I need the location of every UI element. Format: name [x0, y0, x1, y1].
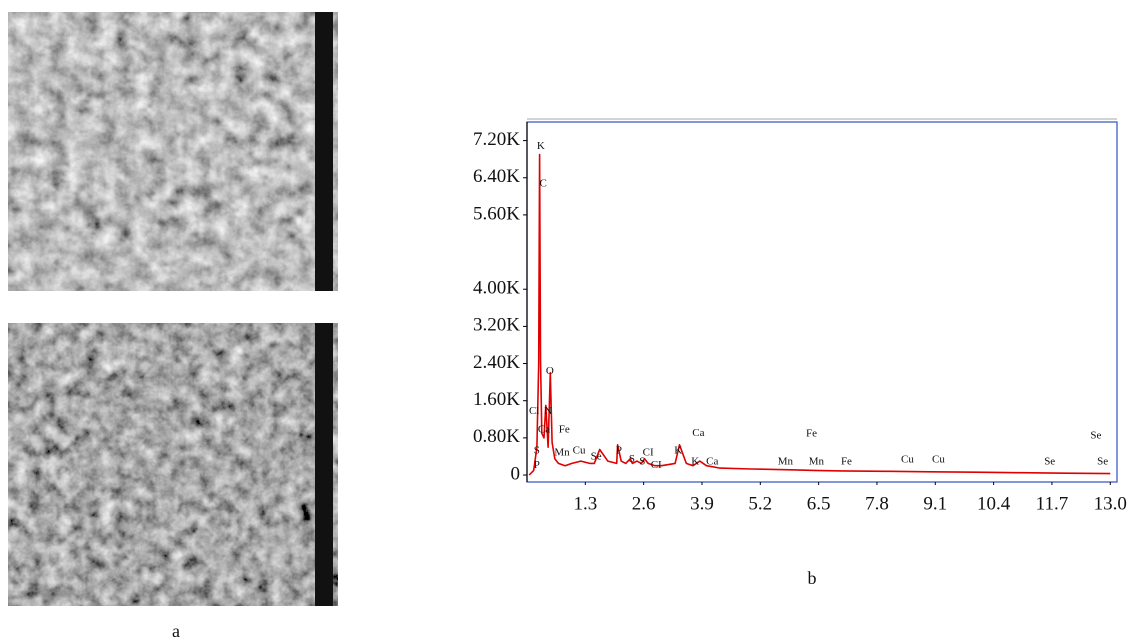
y-tick-label: 6.40K — [473, 166, 520, 187]
x-tick-label: 3.9 — [690, 493, 714, 514]
y-tick-label: 4.00K — [473, 278, 520, 299]
peak-label: Cu — [932, 454, 945, 466]
peak-label: Ca — [692, 427, 704, 439]
peak-label: Mn — [809, 456, 825, 468]
x-tick-label: 9.1 — [923, 493, 947, 514]
peak-label: K — [537, 140, 545, 152]
peak-label: K — [674, 444, 682, 456]
peak-label: Fe — [806, 428, 817, 440]
peak-label: N — [544, 405, 552, 417]
peak-label: Ca — [706, 456, 718, 468]
y-tick-label: 2.40K — [473, 352, 520, 373]
peak-label: CI — [651, 459, 662, 471]
y-tick-label: 1.60K — [473, 389, 520, 410]
peak-label: Se — [1090, 430, 1101, 442]
caption-b: b — [808, 568, 817, 588]
x-tick-label: 13.0 — [1094, 493, 1127, 514]
peak-label: Cl — [529, 405, 539, 417]
peak-label: CI — [643, 447, 654, 459]
peak-label: Mn — [554, 447, 570, 459]
peak-label: P — [616, 444, 622, 456]
peak-label: Se — [1044, 456, 1055, 468]
plot-frame — [526, 121, 1118, 483]
sem-image-top — [8, 12, 338, 291]
x-tick-label: 10.4 — [977, 493, 1011, 514]
peak-label: O — [546, 365, 554, 377]
peak-label: P — [534, 459, 540, 471]
y-tick-label: 0 — [511, 463, 521, 484]
peak-label: Fe — [841, 456, 852, 468]
peak-label: Se — [591, 450, 602, 462]
peak-label: C — [539, 177, 546, 189]
spectrum-line — [528, 153, 1111, 476]
peak-label: Fe — [559, 424, 570, 436]
x-tick-label: 5.2 — [748, 493, 772, 514]
x-tick-label: 6.5 — [807, 493, 831, 514]
peak-label: Cu — [901, 454, 914, 466]
peak-label: Mn — [778, 456, 794, 468]
peak-label: Se — [1097, 456, 1108, 468]
peak-label: Ca — [538, 424, 550, 436]
y-tick-label: 5.60K — [473, 203, 520, 224]
x-tick-label: 11.7 — [1036, 493, 1069, 514]
peak-label: K — [691, 456, 699, 468]
peak-label: S — [639, 456, 645, 468]
x-tick-label: 2.6 — [632, 493, 656, 514]
peak-label: Cu — [573, 444, 586, 456]
y-tick-label: 3.20K — [473, 315, 520, 336]
x-tick-label: 7.8 — [865, 493, 889, 514]
peak-label: S — [629, 453, 635, 465]
caption-a: a — [172, 621, 180, 641]
peak-label: S — [534, 444, 540, 456]
sem-image-bottom — [8, 323, 338, 606]
x-tick-label: 1.3 — [573, 493, 597, 514]
y-tick-label: 7.20K — [473, 129, 520, 150]
y-tick-label: 0.80K — [473, 426, 520, 447]
